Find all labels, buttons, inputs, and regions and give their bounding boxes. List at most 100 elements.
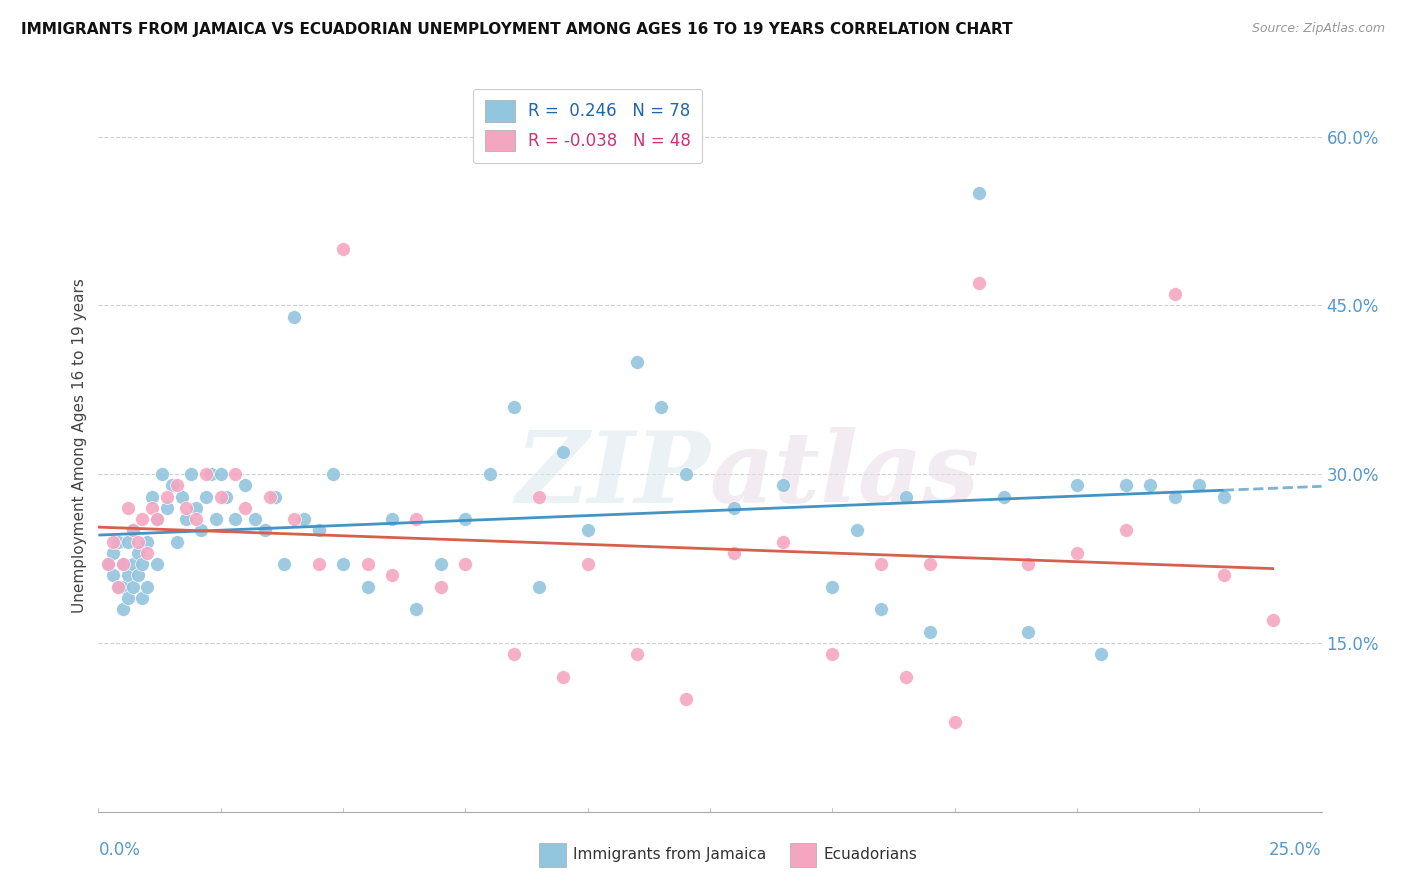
Point	[136, 534, 159, 549]
Point	[150, 467, 173, 482]
Text: atlas: atlas	[710, 427, 980, 524]
Text: Immigrants from Jamaica: Immigrants from Jamaica	[574, 847, 766, 862]
Point	[356, 580, 378, 594]
Point	[356, 557, 378, 571]
Point	[156, 500, 179, 515]
Point	[214, 490, 236, 504]
Point	[675, 692, 697, 706]
Point	[111, 557, 134, 571]
Point	[322, 467, 344, 482]
Point	[146, 512, 169, 526]
Point	[381, 512, 404, 526]
Point	[111, 557, 134, 571]
Point	[405, 512, 427, 526]
Point	[209, 467, 232, 482]
Y-axis label: Unemployment Among Ages 16 to 19 years: Unemployment Among Ages 16 to 19 years	[72, 278, 87, 614]
Point	[233, 478, 256, 492]
Point	[121, 524, 143, 538]
Point	[97, 557, 120, 571]
Point	[332, 242, 354, 256]
Legend: R =  0.246   N = 78, R = -0.038   N = 48: R = 0.246 N = 78, R = -0.038 N = 48	[472, 88, 703, 163]
Point	[131, 512, 153, 526]
Point	[205, 512, 228, 526]
Point	[1066, 546, 1088, 560]
Point	[131, 591, 153, 605]
Point	[117, 591, 139, 605]
Point	[263, 490, 285, 504]
Point	[478, 467, 501, 482]
Point	[894, 490, 917, 504]
Point	[430, 557, 453, 571]
Point	[1212, 490, 1234, 504]
Point	[576, 557, 599, 571]
Point	[195, 490, 218, 504]
Point	[405, 602, 427, 616]
Point	[111, 580, 134, 594]
Point	[243, 512, 266, 526]
Point	[503, 400, 526, 414]
Point	[1090, 647, 1112, 661]
Point	[870, 602, 893, 616]
Point	[209, 490, 232, 504]
Point	[576, 524, 599, 538]
Point	[1261, 614, 1284, 628]
Point	[894, 670, 917, 684]
Point	[993, 490, 1015, 504]
Point	[308, 557, 330, 571]
Point	[121, 557, 143, 571]
Point	[186, 512, 208, 526]
Point	[454, 512, 477, 526]
Point	[101, 534, 124, 549]
Point	[190, 524, 212, 538]
Point	[186, 500, 208, 515]
Point	[675, 467, 697, 482]
Point	[1115, 478, 1137, 492]
Text: 0.0%: 0.0%	[98, 841, 141, 859]
FancyBboxPatch shape	[790, 843, 817, 867]
Point	[160, 478, 183, 492]
Point	[107, 580, 129, 594]
Point	[772, 534, 794, 549]
Point	[121, 580, 143, 594]
Point	[332, 557, 354, 571]
Point	[127, 546, 149, 560]
Point	[967, 186, 990, 200]
Point	[821, 580, 844, 594]
Point	[141, 500, 163, 515]
Point	[146, 557, 169, 571]
Point	[136, 580, 159, 594]
Point	[1188, 478, 1211, 492]
Point	[1139, 478, 1161, 492]
Point	[176, 500, 198, 515]
Point	[626, 354, 648, 368]
Point	[111, 602, 134, 616]
Point	[200, 467, 222, 482]
Point	[527, 580, 550, 594]
Point	[141, 490, 163, 504]
Point	[454, 557, 477, 571]
Point	[121, 524, 143, 538]
Point	[553, 670, 575, 684]
Point	[1212, 568, 1234, 582]
Point	[253, 524, 276, 538]
Point	[131, 557, 153, 571]
Point	[107, 534, 129, 549]
Point	[107, 580, 129, 594]
Point	[283, 310, 305, 324]
Point	[967, 276, 990, 290]
Point	[1115, 524, 1137, 538]
Point	[176, 512, 198, 526]
Point	[146, 512, 169, 526]
Point	[101, 568, 124, 582]
Point	[920, 624, 942, 639]
Point	[723, 546, 745, 560]
Point	[273, 557, 295, 571]
Point	[166, 478, 188, 492]
Point	[136, 546, 159, 560]
Point	[1066, 478, 1088, 492]
Point	[292, 512, 315, 526]
Point	[259, 490, 281, 504]
Point	[117, 534, 139, 549]
Point	[650, 400, 672, 414]
Point	[127, 568, 149, 582]
